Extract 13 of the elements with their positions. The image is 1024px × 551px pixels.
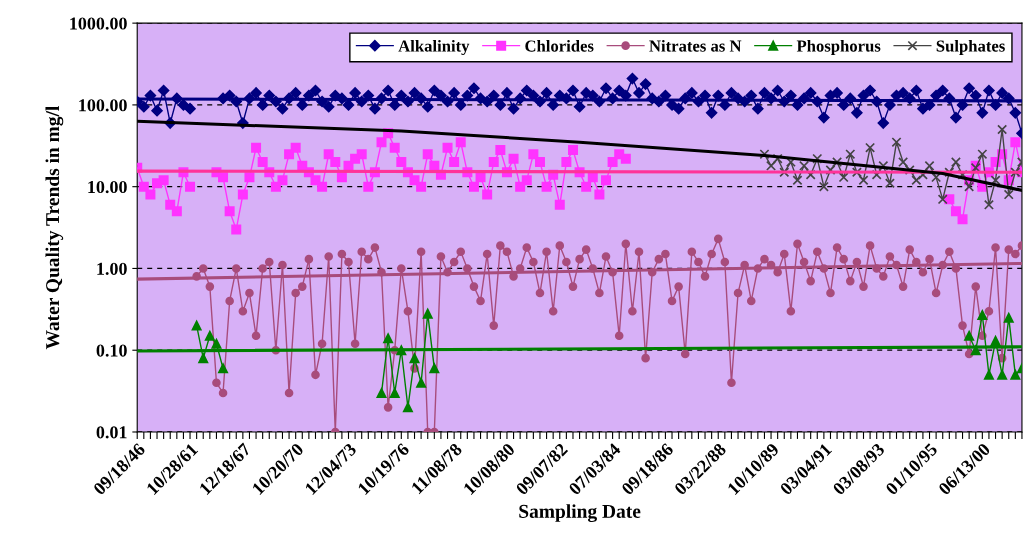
y-tick-label: 1.00 [97,262,127,275]
x-axis-title: Sampling Date [519,504,641,523]
y-tick-label: 100.00 [79,99,127,112]
y-tick-label: 10.00 [88,180,127,194]
y-tick-label: 1000.00 [70,17,127,30]
legend-label: Chlorides [525,39,594,52]
y-axis-title: Water Quality Trends in mg/l [45,105,64,350]
legend-label: Alkalinity [398,39,470,56]
legend-label: Phosphorus [796,39,881,56]
legend-label: Sulphates [936,39,1005,56]
y-tick-label: 0.01 [96,426,127,439]
y-tick-label: 0.10 [96,344,127,357]
legend-label: Nitrates as N [649,39,742,52]
